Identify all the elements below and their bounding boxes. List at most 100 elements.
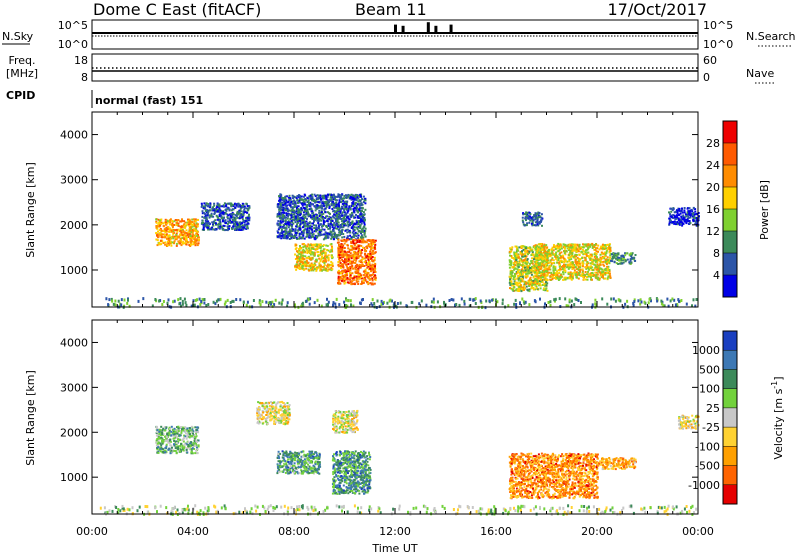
data-cell — [357, 274, 360, 276]
data-cell — [315, 247, 318, 250]
data-cell — [359, 195, 362, 198]
data-cell — [347, 195, 350, 198]
data-cell — [564, 259, 567, 262]
data-cell — [224, 212, 227, 215]
data-cell — [600, 261, 603, 264]
data-cell — [304, 210, 307, 213]
data-cell — [295, 268, 298, 271]
data-cell — [305, 212, 308, 215]
data-cell — [510, 275, 513, 278]
data-cell — [352, 239, 355, 242]
data-cell — [166, 237, 168, 240]
data-cell — [362, 277, 365, 280]
data-cell — [515, 272, 518, 275]
data-cell — [585, 276, 588, 278]
data-cell — [353, 229, 356, 231]
data-cell — [323, 208, 326, 211]
data-cell — [352, 210, 355, 212]
data-cell — [317, 197, 320, 200]
data-cell — [321, 233, 324, 236]
data-cell — [522, 289, 525, 291]
data-cell — [219, 222, 222, 224]
data-cell — [293, 206, 296, 208]
data-cell — [325, 215, 327, 218]
data-cell — [568, 264, 571, 267]
data-cell — [593, 255, 596, 258]
data-cell — [194, 239, 197, 242]
data-cell — [304, 213, 307, 216]
data-cell — [543, 273, 546, 275]
data-cell — [602, 247, 605, 250]
data-cell — [539, 251, 542, 254]
data-cell — [364, 270, 367, 272]
data-cell — [222, 219, 224, 222]
data-cell — [160, 229, 163, 232]
data-cell — [343, 214, 346, 217]
data-cell — [550, 252, 553, 255]
data-cell — [372, 250, 375, 253]
data-cell — [578, 259, 581, 262]
data-cell — [372, 275, 375, 278]
data-cell — [229, 213, 231, 216]
data-cell — [349, 213, 352, 216]
data-cell — [185, 239, 188, 242]
data-cell — [601, 257, 604, 260]
data-cell — [177, 240, 180, 243]
data-cell — [328, 206, 331, 209]
data-cell — [357, 197, 360, 200]
data-cell — [308, 202, 310, 205]
data-cell — [297, 205, 300, 208]
data-cell — [549, 265, 552, 268]
data-cell — [353, 257, 356, 260]
data-cell — [549, 278, 552, 281]
data-cell — [167, 244, 169, 247]
data-cell — [299, 253, 302, 256]
data-cell — [331, 262, 334, 265]
data-cell — [284, 220, 287, 223]
data-cell — [345, 212, 348, 215]
data-cell — [328, 198, 331, 201]
data-cell — [537, 276, 540, 279]
noise-left-label: N.Sky — [2, 30, 34, 43]
data-cell — [513, 275, 516, 278]
data-cell — [338, 215, 341, 217]
data-cell — [340, 277, 343, 280]
data-cell — [323, 201, 326, 203]
data-cell — [357, 280, 360, 283]
data-cell — [321, 217, 324, 220]
data-cell — [692, 212, 695, 215]
data-cell — [184, 238, 187, 241]
data-cell — [190, 238, 193, 241]
data-cell — [629, 252, 632, 255]
data-cell — [531, 252, 534, 255]
power-data-layer — [105, 193, 700, 310]
data-cell — [296, 238, 299, 240]
data-cell — [605, 250, 608, 253]
data-cell — [298, 236, 301, 239]
data-cell — [540, 243, 543, 246]
data-cell — [363, 219, 366, 222]
data-cell — [159, 224, 162, 227]
data-cell — [322, 221, 325, 224]
data-cell — [363, 225, 366, 228]
data-cell — [307, 225, 309, 228]
data-cell — [311, 210, 314, 213]
data-cell — [587, 255, 590, 257]
data-cell — [585, 253, 588, 256]
data-cell — [242, 204, 245, 207]
data-cell — [571, 277, 574, 280]
data-cell — [360, 277, 363, 280]
data-cell — [338, 254, 341, 257]
data-cell — [318, 212, 321, 215]
data-cell — [157, 223, 160, 226]
data-cell — [557, 247, 560, 250]
data-cell — [536, 251, 539, 254]
data-cell — [349, 278, 352, 281]
data-cell — [155, 226, 158, 229]
data-cell — [289, 198, 292, 201]
data-cell — [203, 216, 206, 219]
data-cell — [581, 246, 584, 249]
data-cell — [298, 196, 301, 199]
data-cell — [595, 259, 598, 262]
